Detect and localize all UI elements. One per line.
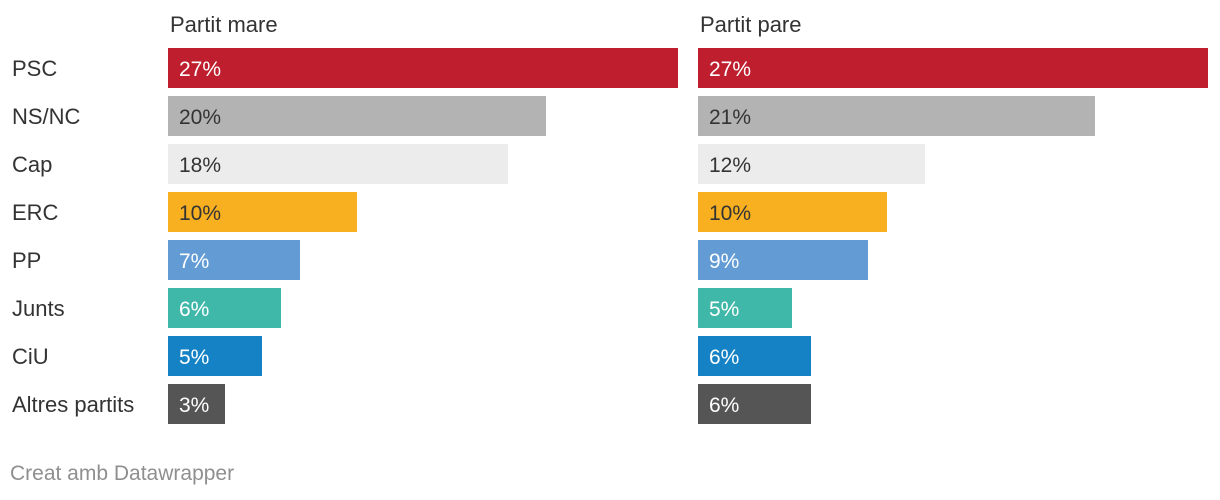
bar-value-label: 6%	[709, 346, 739, 369]
category-label: ERC	[12, 200, 59, 225]
bar-value-label: 20%	[179, 106, 221, 129]
bar-value-label: 6%	[709, 394, 739, 417]
bar-value-label: 27%	[179, 58, 221, 81]
bar-value-label: 3%	[179, 394, 209, 417]
bar-value-label: 6%	[179, 298, 209, 321]
bar-value-label: 10%	[709, 202, 751, 225]
panel-title: Partit pare	[700, 12, 802, 37]
bar-value-label: 21%	[709, 106, 751, 129]
category-label: PP	[12, 248, 41, 273]
chart: PSC NS/NC Cap ERC PP Junts CiU Altres partits Pa…	[12, 12, 1208, 424]
bar-value-label: 7%	[179, 250, 209, 273]
bar	[168, 48, 678, 88]
category-label: NS/NC	[12, 104, 81, 129]
bar	[168, 240, 300, 280]
bar-value-label: 10%	[179, 202, 221, 225]
bar-value-label: 27%	[709, 58, 751, 81]
category-label: Junts	[12, 296, 65, 321]
bar	[698, 48, 1208, 88]
bar	[698, 96, 1095, 136]
bar	[168, 96, 546, 136]
category-label: Cap	[12, 152, 52, 177]
bar	[168, 384, 225, 424]
bar	[698, 288, 792, 328]
bar-value-label: 12%	[709, 154, 751, 177]
bar	[698, 144, 925, 184]
bar	[698, 240, 868, 280]
footer-credit: Creat amb Datawrapper	[10, 462, 235, 485]
bar-value-label: 18%	[179, 154, 221, 177]
category-label: Altres partits	[12, 392, 134, 417]
bar-value-label: 5%	[709, 298, 739, 321]
bar	[168, 192, 357, 232]
panel-title: Partit mare	[170, 12, 278, 37]
bar	[698, 192, 887, 232]
bar-value-label: 9%	[709, 250, 739, 273]
category-label: CiU	[12, 344, 49, 369]
bar-value-label: 5%	[179, 346, 209, 369]
bar	[698, 384, 811, 424]
bar	[698, 336, 811, 376]
bar	[168, 288, 281, 328]
category-label: PSC	[12, 56, 57, 81]
bar	[168, 336, 262, 376]
bar	[168, 144, 508, 184]
